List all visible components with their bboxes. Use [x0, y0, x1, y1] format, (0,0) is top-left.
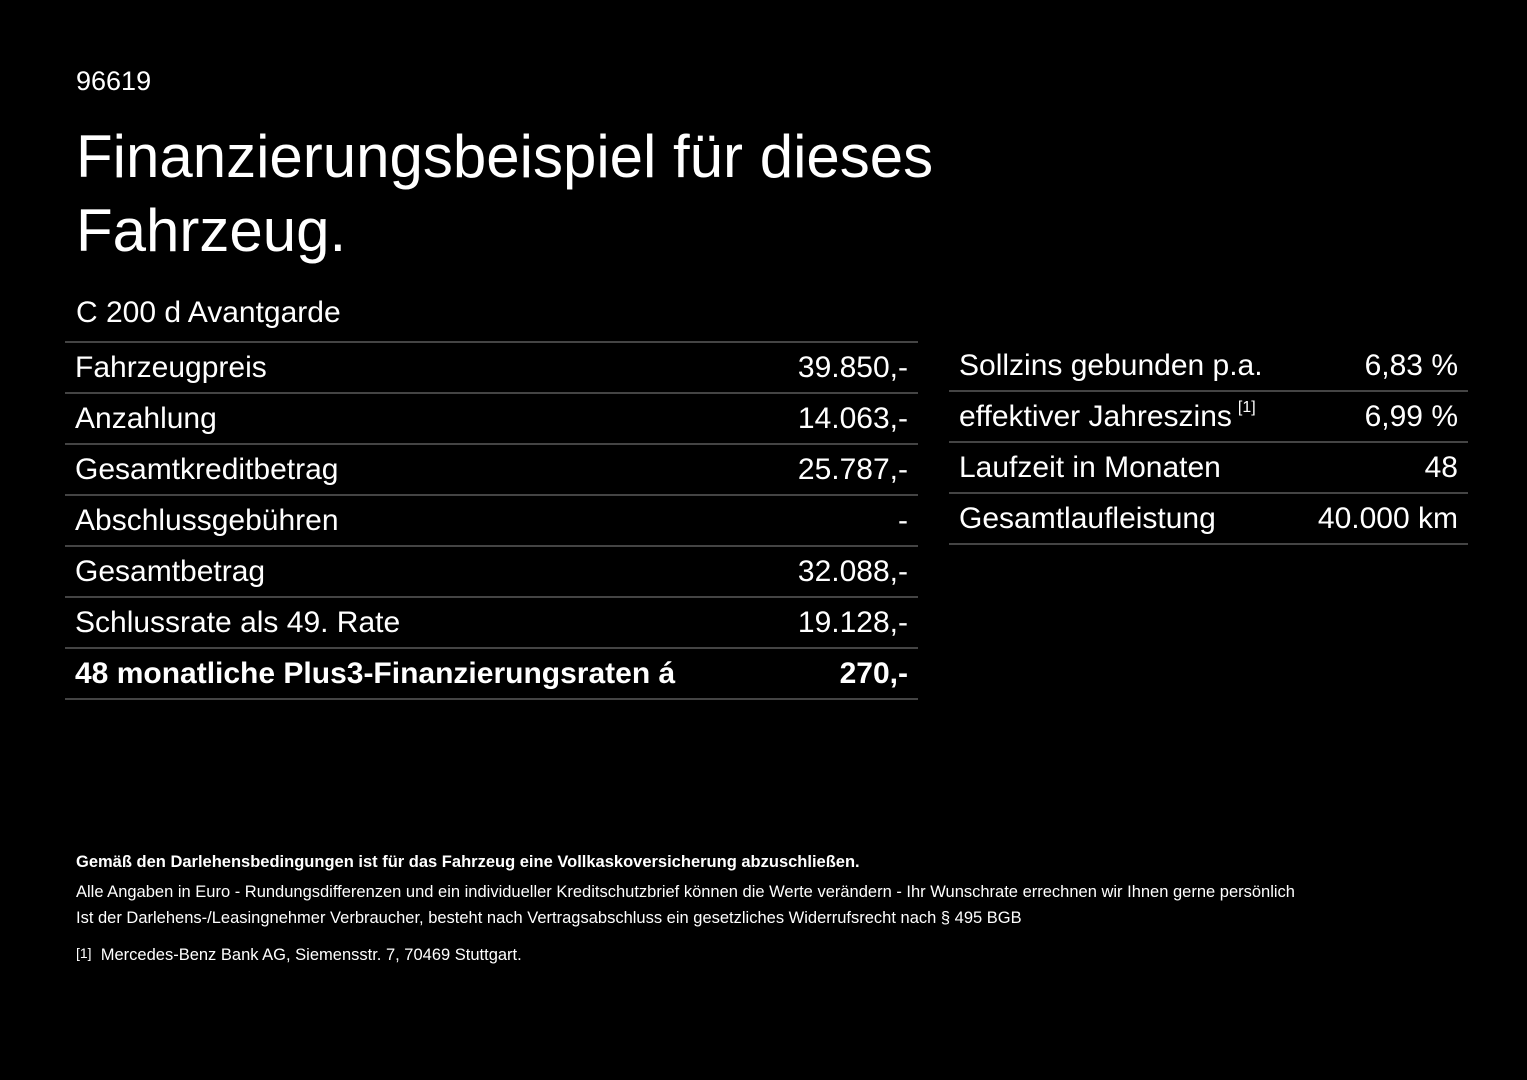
title-line: Finanzierungsbeispiel für dieses	[76, 123, 934, 190]
value: 32.088,-	[797, 554, 908, 588]
label: Anzahlung	[75, 401, 217, 435]
footnote: [1] Mercedes-Benz Bank AG, Siemensstr. 7…	[76, 945, 522, 965]
table-row: Schlussrate als 49. Rate 19.128,-	[65, 598, 918, 649]
table-row: 48 monatliche Plus3-Finanzierungsraten á…	[65, 649, 918, 700]
value: 6,83 %	[1364, 348, 1458, 382]
label: Gesamtlaufleistung	[959, 502, 1318, 536]
label: Laufzeit in Monaten	[959, 451, 1425, 485]
table-row: Gesamtlaufleistung 40.000 km	[949, 494, 1468, 545]
table-row: Gesamtkreditbetrag 25.787,-	[65, 445, 918, 496]
value: -	[898, 503, 908, 537]
label: Abschlussgebühren	[75, 503, 339, 537]
note-text: Mercedes-Benz Bank AG, Siemensstr. 7, 70…	[100, 946, 522, 964]
id: 96619	[76, 66, 152, 96]
value: 270,-	[839, 656, 908, 690]
label: Schlussrate als 49. Rate	[75, 605, 401, 639]
title: Finanzierungsbeispiel für dieses Fahrzeug…	[76, 120, 933, 268]
table-row: Anzahlung 14.063,-	[65, 394, 918, 445]
value: 25.787,-	[797, 452, 908, 486]
table-row: effektiver Jahreszins [1] 6,99 %	[949, 392, 1468, 443]
value: 40.000 km	[1317, 501, 1458, 535]
value: 6,99 %	[1364, 399, 1458, 433]
label: Fahrzeugpreis	[75, 350, 267, 384]
title-line: Fahrzeug.	[76, 197, 347, 264]
footer-bold: Gemäß den Darlehensbedingungen ist für d…	[76, 853, 860, 871]
table-row: Laufzeit in Monaten 48	[949, 443, 1468, 494]
table-row: Fahrzeugpreis 39.850,-	[65, 343, 918, 394]
value: 48	[1424, 450, 1458, 484]
footnote-mark: [1]	[1237, 399, 1256, 416]
label: Sollzins gebunden p.a.	[959, 349, 1365, 383]
footer-line: Ist der Darlehens-/Leasingnehmer Verbrau…	[76, 909, 1022, 927]
value: 14.063,-	[797, 401, 908, 435]
label: Gesamtkreditbetrag	[75, 452, 339, 486]
label: effektiver Jahreszins [1]	[959, 399, 1365, 434]
value: 19.128,-	[797, 605, 908, 639]
table-row: Gesamtbetrag 32.088,-	[65, 547, 918, 598]
footer-line: Alle Angaben in Euro - Rundungsdifferenz…	[76, 883, 1295, 901]
label: 48 monatliche Plus3-Finanzierungsraten á	[75, 656, 676, 690]
label: Gesamtbetrag	[75, 554, 266, 588]
label-text: Gesamtlaufleistung	[959, 501, 1216, 535]
table-row: Sollzins gebunden p.a. 6,83 %	[949, 341, 1468, 392]
value: 39.850,-	[797, 350, 908, 384]
left-table: Fahrzeugpreis 39.850,- Anzahlung 14.063,- Ge…	[65, 341, 918, 700]
label-text: effektiver Jahreszins	[959, 400, 1232, 433]
model: C 200 d Avantgarde	[76, 296, 341, 329]
note-mark: [1]	[76, 945, 92, 961]
right-table: Sollzins gebunden p.a. 6,83 % effektiver J…	[949, 341, 1468, 545]
table-row: Abschlussgebühren -	[65, 496, 918, 547]
label-text: Sollzins gebunden p.a.	[959, 348, 1263, 382]
label-text: Laufzeit in Monaten	[959, 450, 1221, 484]
